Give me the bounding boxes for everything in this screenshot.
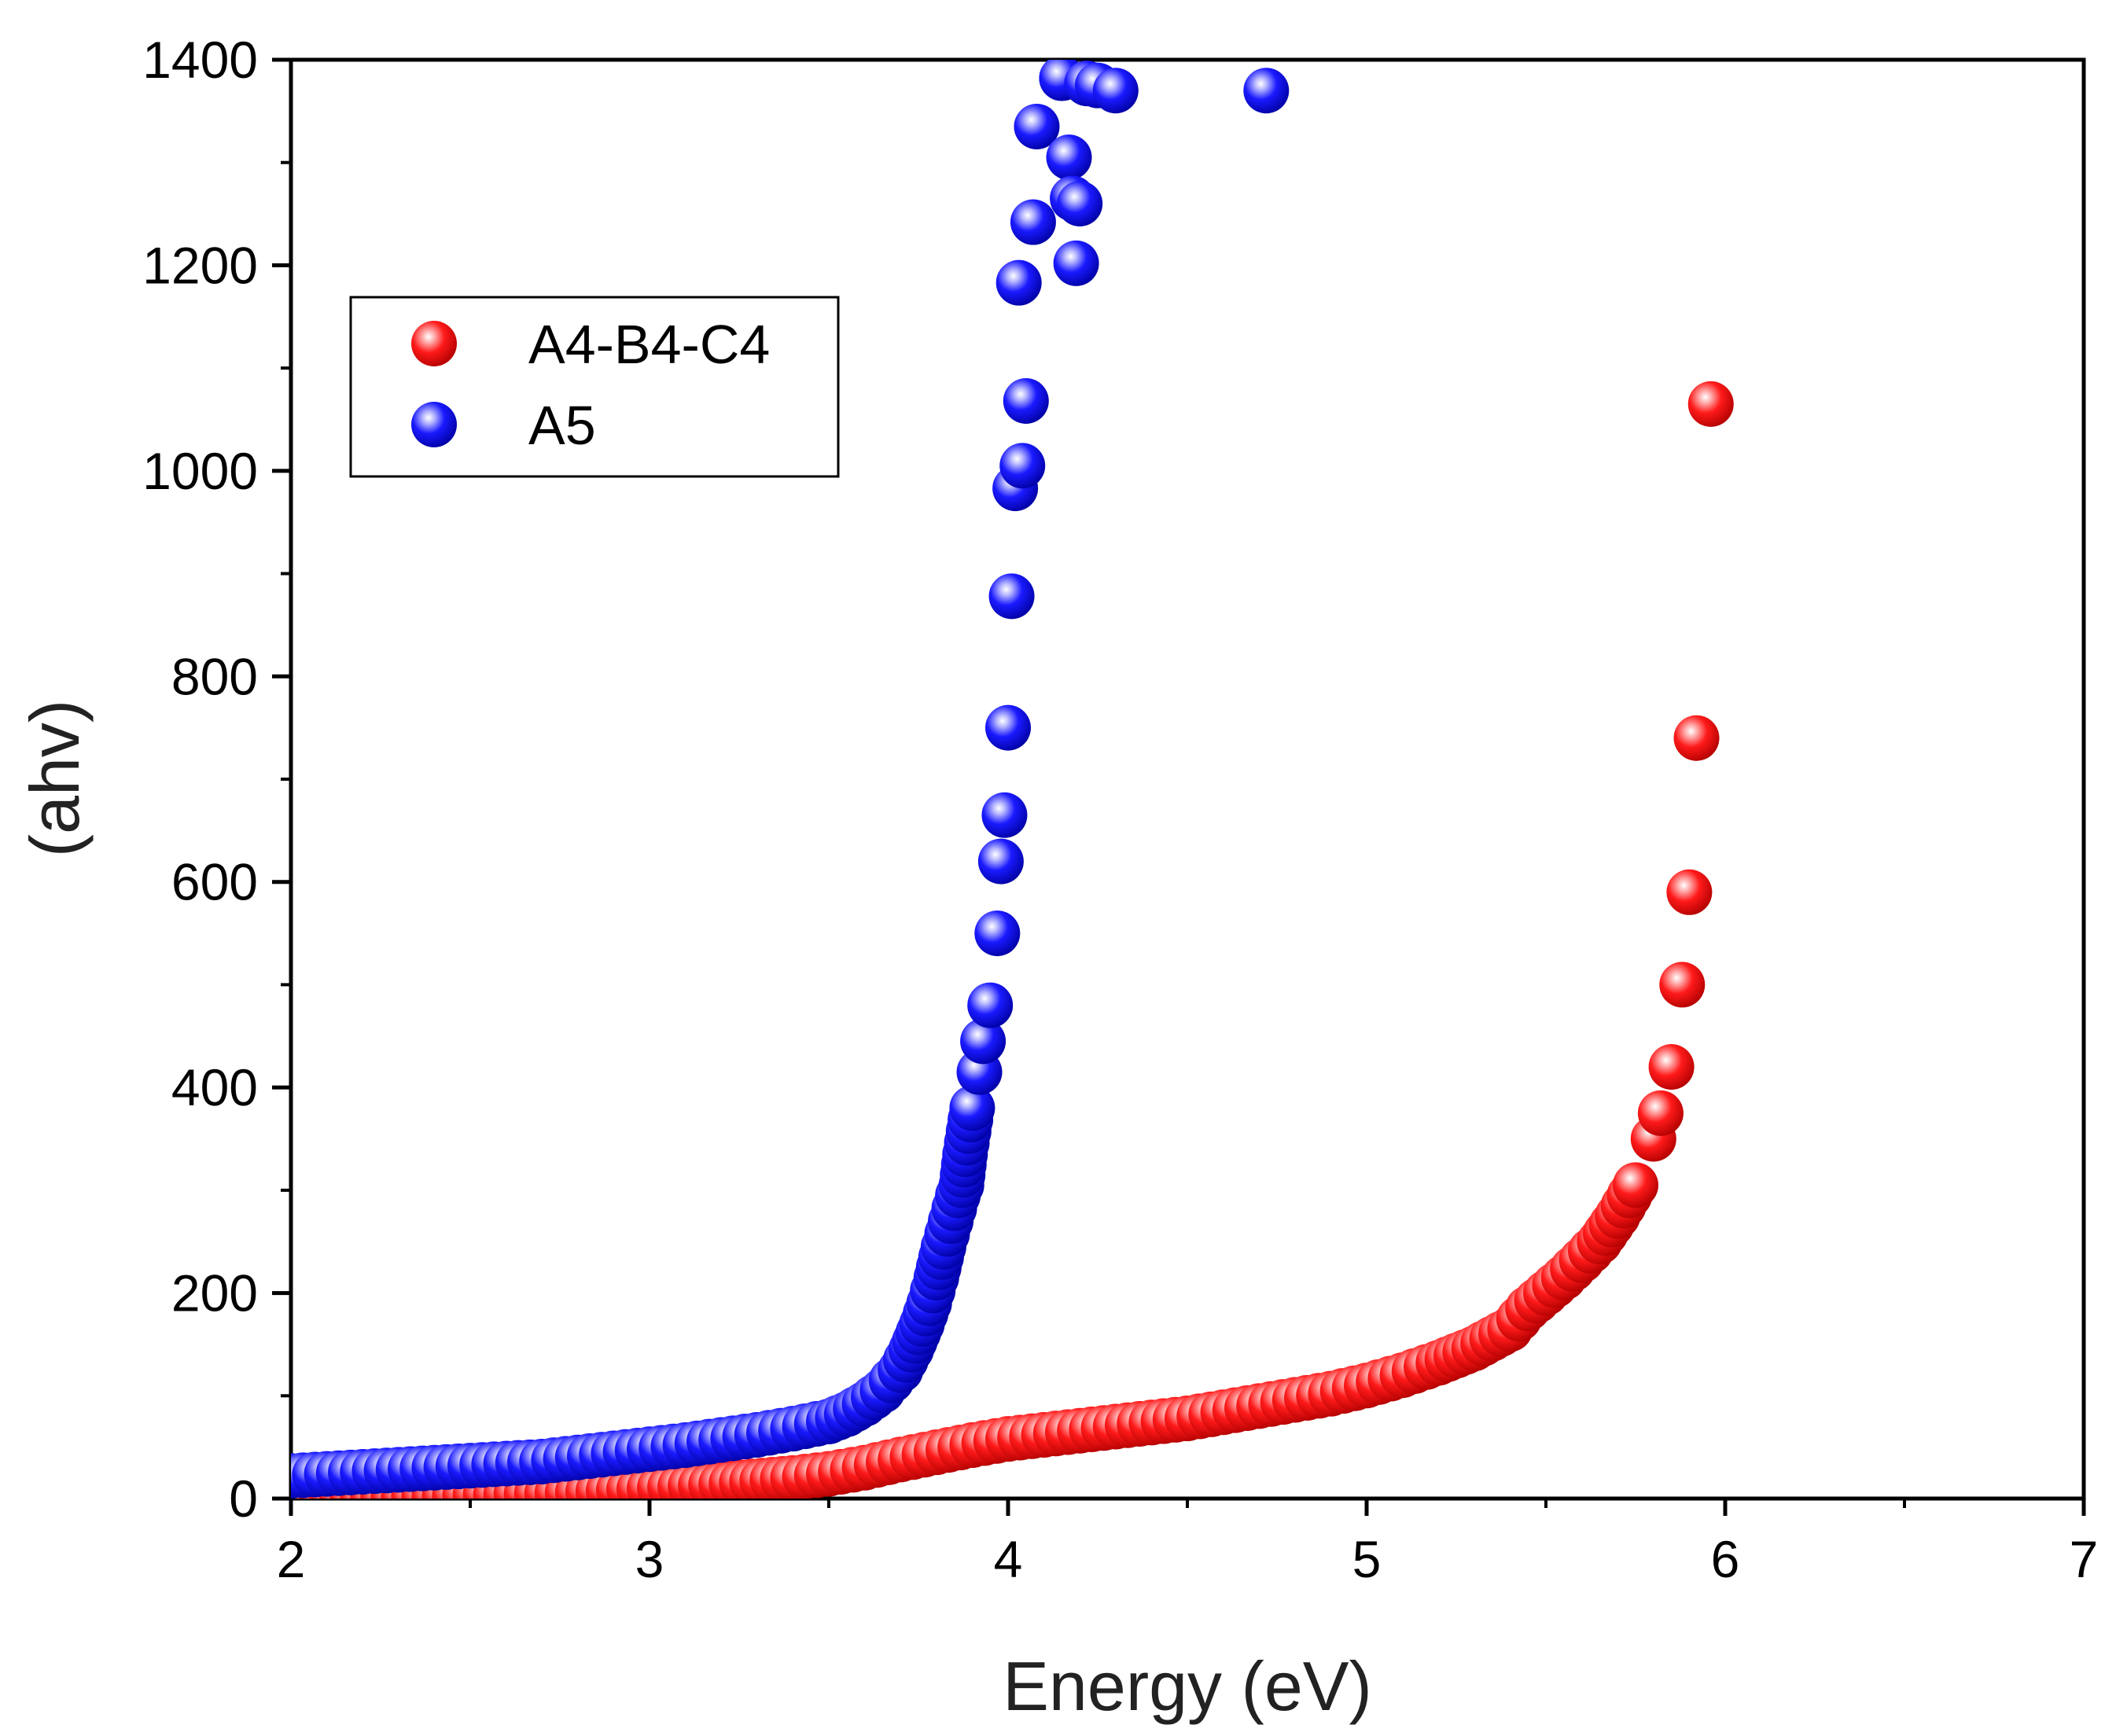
legend-label-a4-b4-c4: A4-B4-C4 bbox=[528, 314, 770, 375]
data-point bbox=[1003, 377, 1049, 424]
axis-ticks bbox=[272, 57, 2086, 1516]
data-point bbox=[967, 982, 1014, 1028]
data-point bbox=[1092, 68, 1139, 114]
y-tick-label: 600 bbox=[171, 853, 258, 911]
legend-marker-a5 bbox=[411, 402, 457, 447]
data-point bbox=[985, 704, 1031, 751]
data-point bbox=[1673, 715, 1720, 761]
y-axis-title: (ahv) bbox=[16, 700, 94, 858]
series-a5 bbox=[291, 60, 1290, 1499]
x-tick-label: 6 bbox=[1711, 1530, 1740, 1588]
y-tick-label: 1000 bbox=[142, 442, 258, 500]
plot-frame bbox=[289, 57, 2086, 1501]
series-a4-b4-c4 bbox=[291, 381, 1734, 1499]
y-tick-label: 800 bbox=[171, 647, 258, 705]
y-tick-label: 1400 bbox=[142, 31, 258, 89]
data-point bbox=[995, 259, 1042, 306]
x-tick-label: 2 bbox=[277, 1530, 306, 1588]
data-point bbox=[1648, 1044, 1695, 1090]
data-point bbox=[1613, 1162, 1658, 1208]
data-point bbox=[974, 910, 1021, 957]
data-point bbox=[1053, 240, 1099, 286]
data-point bbox=[977, 838, 1024, 885]
x-tick-label: 7 bbox=[2070, 1530, 2099, 1588]
x-tick-label: 5 bbox=[1352, 1530, 1382, 1588]
data-point bbox=[999, 443, 1046, 489]
data-point bbox=[1057, 181, 1103, 226]
y-tick-label: 400 bbox=[171, 1058, 258, 1116]
x-tick-label: 4 bbox=[994, 1530, 1023, 1588]
legend: A4-B4-C4 A5 bbox=[349, 296, 840, 478]
data-point bbox=[1637, 1090, 1684, 1136]
data-point bbox=[981, 792, 1028, 838]
data-point bbox=[1014, 103, 1060, 149]
data-point bbox=[1666, 869, 1713, 915]
data-point bbox=[1046, 134, 1092, 181]
legend-marker-a4-b4-c4 bbox=[411, 321, 457, 366]
x-tick-label: 3 bbox=[635, 1530, 664, 1588]
data-point bbox=[988, 573, 1035, 620]
y-tick-label: 200 bbox=[171, 1264, 258, 1322]
y-tick-label: 1200 bbox=[142, 236, 258, 294]
data-point bbox=[1687, 381, 1734, 427]
legend-label-a5: A5 bbox=[528, 395, 596, 456]
tick-labels: 2 3 4 5 6 7 0 200 400 600 800 1000 1200 1400 bbox=[142, 31, 2098, 1588]
x-axis-title: Energy (eV) bbox=[1003, 1647, 1372, 1725]
data-point bbox=[1243, 68, 1290, 114]
data-point bbox=[1659, 962, 1706, 1008]
data-point bbox=[960, 1018, 1006, 1065]
data-point bbox=[1010, 199, 1056, 245]
y-tick-label: 0 bbox=[229, 1469, 258, 1528]
data-point bbox=[949, 1085, 995, 1131]
